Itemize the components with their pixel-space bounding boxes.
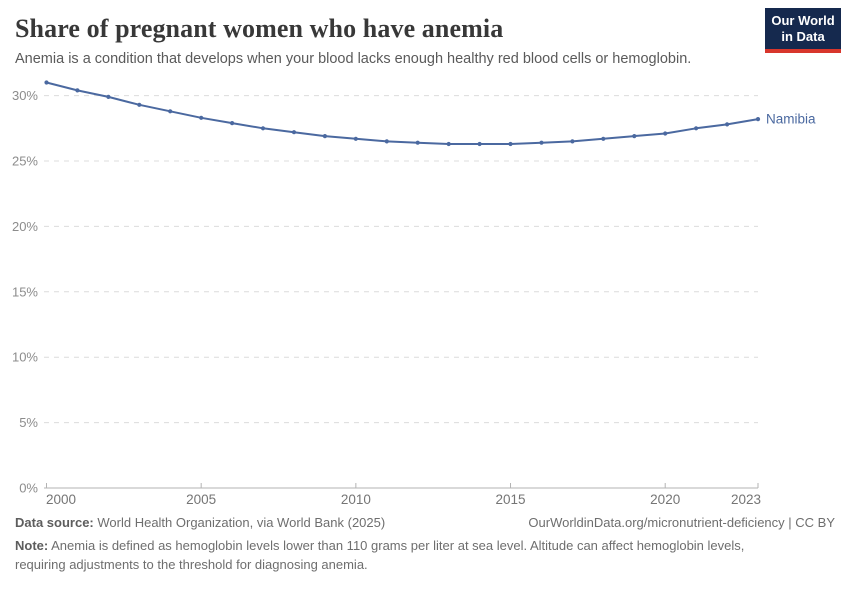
data-point-2006[interactable] — [230, 121, 235, 126]
data-point-2012[interactable] — [415, 140, 420, 145]
line-chart: 0% 5% 10% 15% 20% 25% 30% 2000 2005 2010 2015 2020 2… — [12, 80, 816, 507]
data-point-2002[interactable] — [106, 94, 111, 99]
chart-footer: Data source: World Health Organization, … — [0, 511, 850, 575]
y-tick-label-0: 0% — [19, 481, 38, 496]
y-tick-label-15: 15% — [12, 284, 38, 299]
y-tick-label-5: 5% — [19, 415, 38, 430]
data-point-2008[interactable] — [291, 130, 297, 135]
data-point-2003[interactable] — [137, 102, 142, 107]
chart-area: 0% 5% 10% 15% 20% 25% 30% 2000 2005 2010 2015 2020 2… — [0, 69, 850, 511]
data-point-2011[interactable] — [384, 139, 389, 144]
data-point-2021[interactable] — [694, 126, 699, 131]
owid-logo[interactable]: Our World in Data — [765, 8, 841, 53]
x-tick-label-2005: 2005 — [186, 492, 216, 506]
logo-line-2: in Data — [781, 28, 825, 44]
data-point-2014[interactable] — [477, 141, 482, 147]
x-tick-label-2015: 2015 — [495, 492, 525, 506]
data-point-2022[interactable] — [725, 122, 730, 127]
data-point-2023[interactable] — [755, 117, 761, 122]
chart-note: Note: Anemia is defined as hemoglobin le… — [15, 537, 793, 575]
data-point-2013[interactable] — [446, 141, 451, 147]
x-tick-label-2010: 2010 — [341, 492, 371, 506]
y-tick-label-20: 20% — [12, 219, 38, 234]
series-line-namibia[interactable] — [45, 81, 759, 145]
x-tick-label-2023: 2023 — [731, 492, 761, 506]
data-point-2009[interactable] — [322, 134, 327, 139]
license-link[interactable]: OurWorldinData.org/micronutrient-deficie… — [528, 515, 835, 530]
x-tick-label-2020: 2020 — [650, 492, 680, 506]
logo-line-1: Our World — [771, 12, 835, 28]
chart-header: Share of pregnant women who have anemia … — [0, 0, 850, 67]
x-tick-label-2000: 2000 — [46, 492, 76, 506]
data-point-2020[interactable] — [663, 131, 668, 136]
y-tick-label-25: 25% — [12, 154, 38, 169]
data-source-label: Data source: — [15, 515, 94, 530]
data-point-2001[interactable] — [75, 88, 80, 93]
y-tick-label-30: 30% — [12, 88, 38, 103]
data-point-2019[interactable] — [632, 134, 637, 139]
note-text: Anemia is defined as hemoglobin levels l… — [15, 538, 745, 572]
data-point-2015[interactable] — [508, 141, 513, 147]
data-point-2010[interactable] — [353, 136, 358, 141]
note-label: Note: — [15, 538, 49, 553]
y-tick-label-10: 10% — [12, 350, 38, 365]
data-point-2007[interactable] — [260, 126, 266, 131]
data-point-2017[interactable] — [570, 139, 575, 144]
data-point-2016[interactable] — [539, 140, 544, 145]
data-source: Data source: World Health Organization, … — [15, 515, 385, 530]
data-point-2000[interactable] — [44, 80, 49, 85]
data-point-2005[interactable] — [199, 115, 204, 120]
page-subtitle: Anemia is a condition that develops when… — [15, 51, 692, 67]
data-source-text: World Health Organization, via World Ban… — [97, 515, 386, 530]
page-title: Share of pregnant women who have anemia — [15, 14, 504, 43]
data-point-2004[interactable] — [168, 109, 173, 114]
data-point-2018[interactable] — [601, 136, 606, 141]
series-label-namibia[interactable]: Namibia — [766, 112, 816, 127]
